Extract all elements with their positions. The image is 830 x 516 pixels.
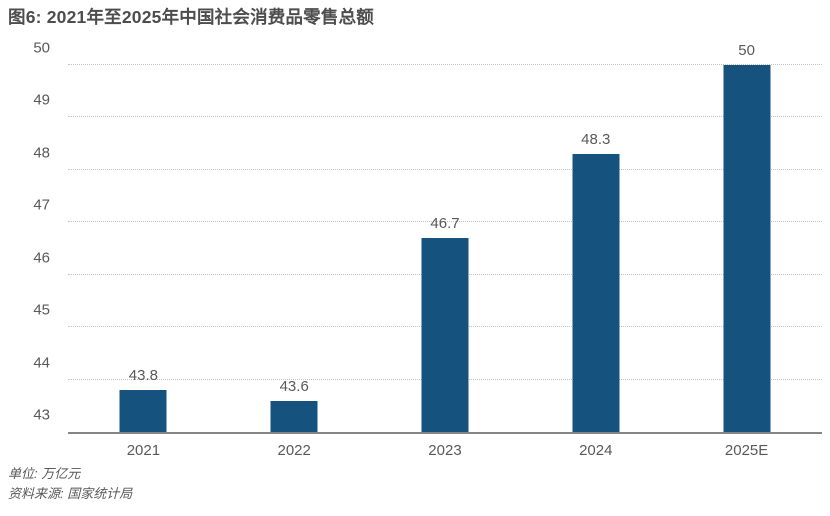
bar-2023 — [421, 238, 469, 432]
bar-group-2021: 43.8 2021 — [68, 65, 219, 459]
chart-title: 图6: 2021年至2025年中国社会消费品零售总额 — [8, 7, 374, 27]
value-label-2023: 46.7 — [430, 215, 460, 233]
y-tick-label-45: 45 — [33, 301, 50, 319]
source-note: 资料来源: 国家统计局 — [8, 486, 133, 501]
y-tick-label-43: 43 — [33, 406, 50, 424]
value-label-2024: 48.3 — [581, 131, 611, 149]
gridline-49 — [68, 116, 822, 118]
footer-notes: 单位: 万亿元 资料来源: 国家统计局 — [8, 464, 132, 504]
y-tick-label-50: 50 — [33, 39, 50, 57]
x-tick-label-2023: 2023 — [428, 442, 462, 459]
y-tick-label-49: 49 — [33, 91, 50, 109]
y-tick-label-46: 46 — [33, 249, 50, 267]
value-label-2021: 43.8 — [128, 367, 158, 385]
plot-area: 43.8 2021 43.6 2022 46.7 2023 48.3 2024 50 2025E — [68, 42, 822, 459]
bar-group-2023: 46.7 2023 — [370, 65, 521, 459]
bar-group-2024: 48.3 2024 — [520, 65, 671, 459]
gridline-50 — [68, 64, 822, 65]
bar-2025E — [723, 65, 771, 432]
y-axis: 43 44 45 46 47 48 49 50 — [0, 40, 50, 432]
y-tick-label-44: 44 — [33, 354, 50, 372]
bar-2021 — [119, 390, 167, 432]
bar-group-2025E: 50 2025E — [671, 42, 822, 459]
x-tick-label-2025E: 2025E — [724, 442, 769, 459]
x-tick-label-2022: 2022 — [277, 442, 311, 459]
x-tick-label-2024: 2024 — [579, 442, 613, 459]
unit-note: 单位: 万亿元 — [8, 466, 81, 481]
value-label-2022: 43.6 — [279, 377, 309, 395]
bar-group-2022: 43.6 2022 — [219, 65, 370, 459]
x-tick-label-2021: 2021 — [126, 442, 161, 459]
gridline-48 — [68, 168, 822, 170]
bar-2022 — [270, 400, 318, 432]
value-label-2025E: 50 — [738, 42, 755, 59]
gridline-47 — [68, 221, 822, 223]
bar-2024 — [572, 154, 620, 432]
y-tick-label-48: 48 — [33, 144, 50, 162]
y-tick-label-47: 47 — [33, 196, 50, 214]
